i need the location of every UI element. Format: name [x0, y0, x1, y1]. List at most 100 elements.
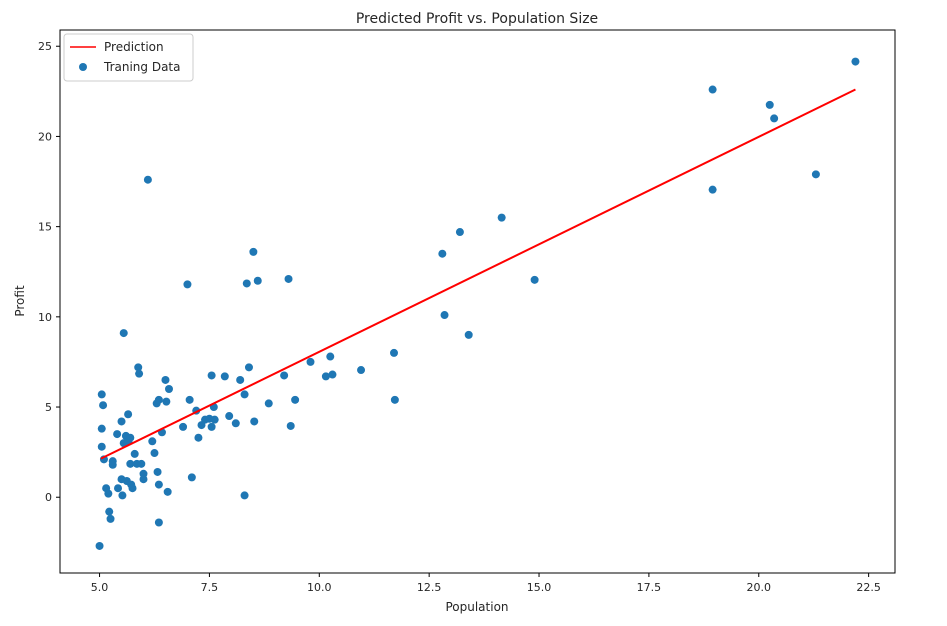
- prediction-line-layer: [100, 88, 856, 460]
- data-point: [207, 422, 216, 431]
- data-point: [306, 357, 315, 366]
- data-point: [137, 459, 146, 468]
- data-point: [108, 460, 117, 469]
- plot-frame: [59, 29, 896, 574]
- data-point: [117, 417, 126, 426]
- data-point: [326, 352, 335, 361]
- data-point: [231, 419, 240, 428]
- data-point: [438, 249, 447, 258]
- data-point: [286, 421, 295, 430]
- data-point: [765, 100, 774, 109]
- data-point: [139, 475, 148, 484]
- data-point: [207, 371, 216, 380]
- x-tick-label: 12.5: [417, 581, 442, 594]
- data-point: [134, 363, 143, 372]
- data-point: [390, 348, 398, 357]
- data-point: [242, 279, 251, 288]
- data-point: [187, 473, 196, 482]
- y-tick-label: 25: [38, 40, 52, 53]
- legend-box: [63, 33, 194, 82]
- data-point: [851, 57, 860, 66]
- data-point: [225, 412, 234, 421]
- data-point: [154, 395, 163, 404]
- legend-prediction-label: Prediction: [104, 40, 164, 54]
- x-tick-label: 15.0: [527, 581, 552, 594]
- data-point: [162, 397, 171, 406]
- data-point: [183, 280, 192, 289]
- data-point: [291, 395, 300, 404]
- data-point: [154, 480, 163, 489]
- data-point: [97, 390, 106, 399]
- legend: Prediction Traning Data: [63, 33, 194, 82]
- data-point: [210, 415, 219, 424]
- y-tick-label: 5: [45, 401, 52, 414]
- data-point: [104, 489, 113, 498]
- data-point: [161, 375, 170, 384]
- legend-training-label: Traning Data: [103, 60, 180, 74]
- data-point: [126, 433, 135, 442]
- data-point: [440, 311, 449, 320]
- data-point: [106, 514, 115, 523]
- data-point: [497, 213, 506, 222]
- data-point: [119, 329, 128, 338]
- x-tick-label: 17.5: [637, 581, 662, 594]
- y-tick-label: 10: [38, 311, 52, 324]
- data-point: [97, 424, 106, 433]
- data-point: [185, 395, 194, 404]
- y-axis: 0 5 10 15 20 25: [38, 40, 60, 504]
- data-point: [284, 274, 293, 283]
- x-tick-label: 10.0: [307, 581, 332, 594]
- data-point: [708, 85, 717, 94]
- data-point: [113, 430, 122, 439]
- data-point: [179, 422, 188, 431]
- data-point: [321, 372, 330, 381]
- legend-training-swatch: [79, 63, 87, 71]
- y-tick-label: 15: [38, 221, 52, 234]
- data-point: [236, 375, 245, 384]
- data-point: [455, 228, 464, 237]
- x-axis: 5.0 7.5 10.0 12.5 15.0 17.5 20.0 22.5: [91, 573, 881, 594]
- data-point: [130, 449, 139, 458]
- data-point: [126, 459, 135, 468]
- data-point: [464, 330, 473, 339]
- scatter-points: [95, 57, 860, 550]
- data-point: [280, 371, 289, 380]
- y-tick-label: 20: [38, 130, 52, 143]
- data-point: [708, 185, 717, 194]
- data-point: [220, 372, 229, 381]
- data-point: [163, 487, 172, 496]
- data-point: [143, 175, 152, 184]
- data-point: [97, 442, 106, 451]
- data-point: [154, 518, 163, 527]
- data-point: [770, 114, 779, 123]
- data-point: [99, 401, 108, 410]
- data-point: [530, 275, 539, 284]
- data-point: [148, 437, 157, 446]
- chart-title: Predicted Profit vs. Population Size: [356, 11, 598, 27]
- prediction-line: [100, 88, 856, 460]
- x-tick-label: 5.0: [91, 581, 109, 594]
- data-point: [118, 491, 127, 500]
- x-tick-label: 22.5: [856, 581, 881, 594]
- data-point: [105, 507, 114, 516]
- data-point: [194, 433, 203, 442]
- data-point: [164, 384, 173, 393]
- y-axis-title: Profit: [13, 285, 27, 317]
- x-tick-label: 20.0: [747, 581, 772, 594]
- data-point: [240, 390, 249, 399]
- data-point: [264, 399, 273, 408]
- data-point: [240, 491, 249, 500]
- data-point: [128, 484, 137, 493]
- x-axis-title: Population: [445, 600, 508, 614]
- data-point: [328, 370, 337, 379]
- data-point: [150, 449, 159, 458]
- data-point: [253, 276, 262, 285]
- data-point: [250, 417, 259, 426]
- plot-area: [59, 29, 896, 574]
- data-point: [95, 541, 104, 550]
- y-tick-label: 0: [45, 491, 52, 504]
- data-point: [357, 366, 366, 375]
- x-tick-label: 7.5: [201, 581, 219, 594]
- data-point: [244, 363, 253, 372]
